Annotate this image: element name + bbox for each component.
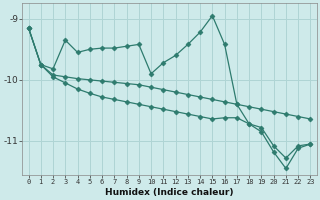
X-axis label: Humidex (Indice chaleur): Humidex (Indice chaleur) <box>105 188 234 197</box>
